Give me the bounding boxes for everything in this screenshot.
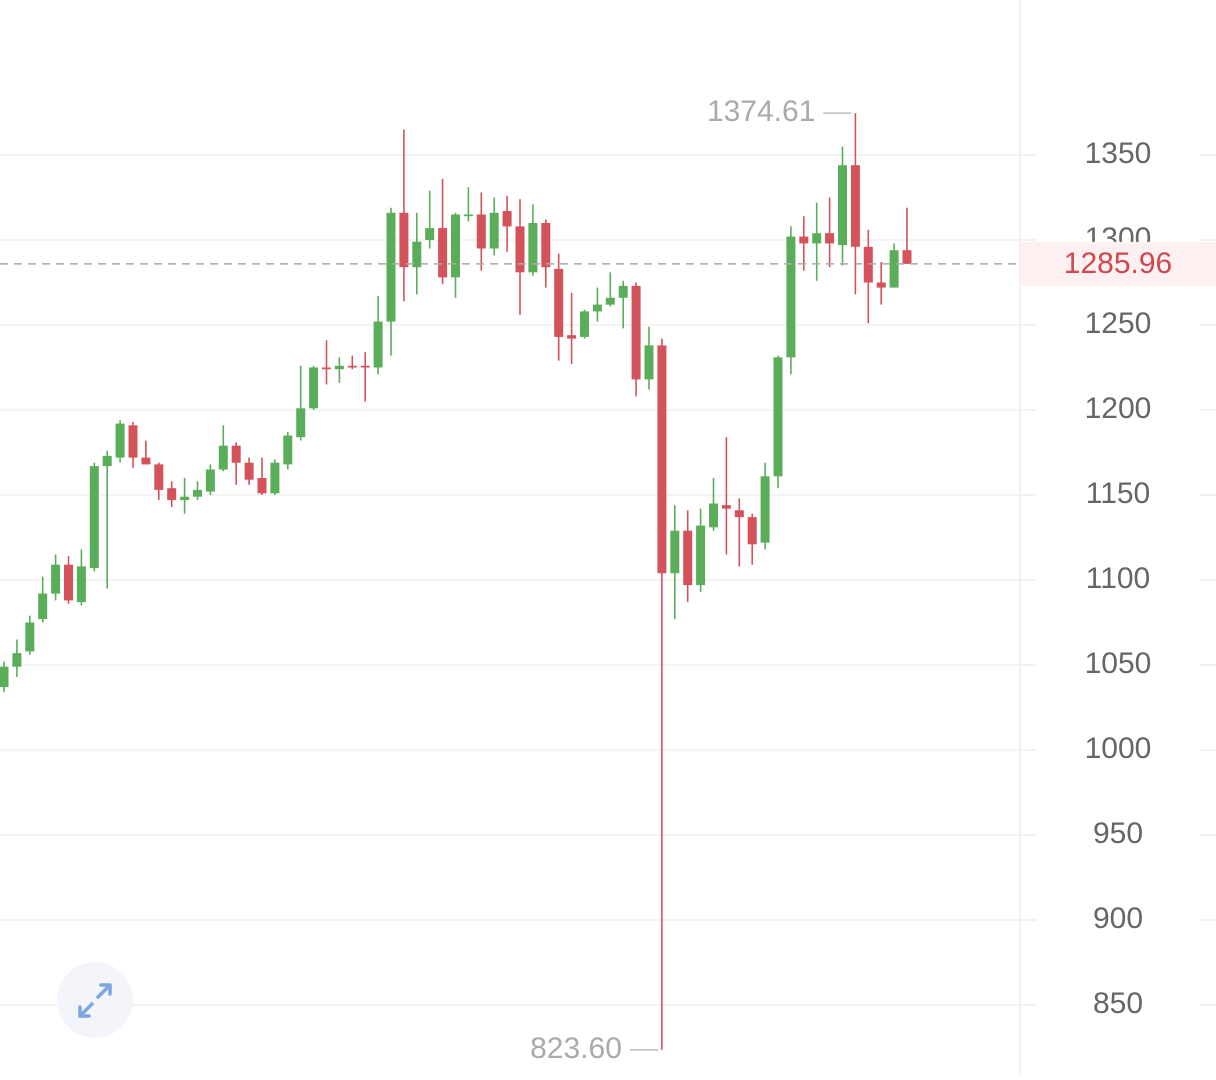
candle-body — [863, 246, 873, 283]
current-price-label: 1285.96 — [1064, 247, 1172, 280]
candle-body — [709, 503, 718, 528]
candle-body — [205, 469, 215, 492]
candle-body — [399, 212, 409, 268]
y-tick-label: 1050 — [1085, 647, 1152, 680]
candle-body — [231, 445, 241, 463]
candle-body — [476, 214, 486, 249]
candle-body — [438, 228, 448, 278]
y-tick-label: 850 — [1093, 987, 1143, 1020]
y-tick-label: 1350 — [1085, 137, 1152, 170]
candle-body — [64, 564, 73, 601]
candle-body — [541, 223, 551, 268]
plot: 8509009501000105011001150120012501300135… — [0, 95, 1216, 1065]
candle-body — [786, 236, 796, 358]
annotation-label: 823.60 — [530, 1032, 622, 1065]
y-tick-label: 1100 — [1086, 562, 1151, 595]
candle-body — [12, 653, 22, 667]
candle-body — [747, 517, 757, 545]
candle-body — [154, 464, 164, 490]
candle-body — [721, 505, 731, 509]
candle-body — [128, 425, 138, 458]
candle-body — [76, 566, 86, 603]
candle-body — [347, 365, 357, 368]
candle-body — [167, 488, 177, 501]
candle-body — [850, 165, 860, 247]
candle-body — [580, 311, 589, 337]
candle-body — [554, 268, 564, 337]
annotation-label: 1374.61 — [707, 95, 815, 128]
candle-body — [657, 345, 667, 574]
y-tick-label: 1250 — [1085, 307, 1152, 340]
candle-body — [605, 297, 615, 305]
candle-body — [373, 321, 383, 368]
candle-body — [193, 489, 202, 497]
candle-body — [644, 345, 654, 380]
candle-body — [528, 223, 538, 273]
y-tick-label: 1150 — [1086, 477, 1151, 510]
y-tick-label: 1200 — [1085, 392, 1152, 425]
candle-body — [412, 241, 422, 268]
candle-body — [631, 285, 641, 380]
candle-body — [386, 212, 396, 322]
candle-body — [257, 478, 267, 494]
candle-body — [218, 445, 228, 470]
candle-body — [180, 496, 190, 501]
candle-body — [812, 233, 822, 244]
candle-body — [360, 365, 370, 368]
candle-body — [515, 226, 525, 273]
candle-body — [773, 357, 783, 477]
expand-circle[interactable] — [57, 962, 133, 1038]
candle-body — [270, 462, 280, 494]
candle-body — [670, 530, 680, 574]
y-tick-label: 950 — [1093, 817, 1143, 850]
candle-body — [322, 367, 331, 370]
candle-body — [38, 593, 48, 620]
candle-body — [489, 212, 499, 249]
expand-button[interactable] — [57, 962, 133, 1038]
expand-icon[interactable] — [78, 983, 112, 1018]
candle-body — [502, 211, 512, 227]
candle-body — [25, 622, 35, 652]
candle-body — [309, 367, 319, 409]
candle-body — [902, 250, 912, 264]
candle-body — [425, 228, 435, 241]
candle-body — [115, 423, 125, 458]
candle-body — [451, 214, 460, 278]
candle-body — [283, 435, 293, 465]
candle-body — [889, 250, 899, 288]
candle-body — [683, 530, 693, 586]
candle-body — [696, 525, 706, 586]
candle-body — [334, 365, 344, 370]
y-tick-label: 1000 — [1085, 732, 1152, 765]
candle-body — [51, 564, 61, 594]
candle-body — [618, 285, 628, 298]
current-price-box — [1020, 241, 1216, 286]
candle-body — [876, 282, 886, 288]
candle-body — [734, 510, 744, 518]
candle-body — [463, 214, 473, 217]
candle-body — [760, 476, 770, 543]
candle-body — [592, 304, 602, 312]
candle-body — [296, 408, 306, 438]
candle-body — [838, 165, 847, 246]
candle-body — [799, 236, 809, 244]
candle-body — [141, 457, 151, 465]
candle-body — [825, 233, 835, 244]
candle-body — [102, 455, 112, 467]
candle-body — [244, 462, 254, 480]
candle-body — [0, 666, 9, 688]
y-tick-label: 900 — [1093, 902, 1143, 935]
candle-body — [567, 335, 577, 339]
candle-body — [89, 466, 99, 569]
